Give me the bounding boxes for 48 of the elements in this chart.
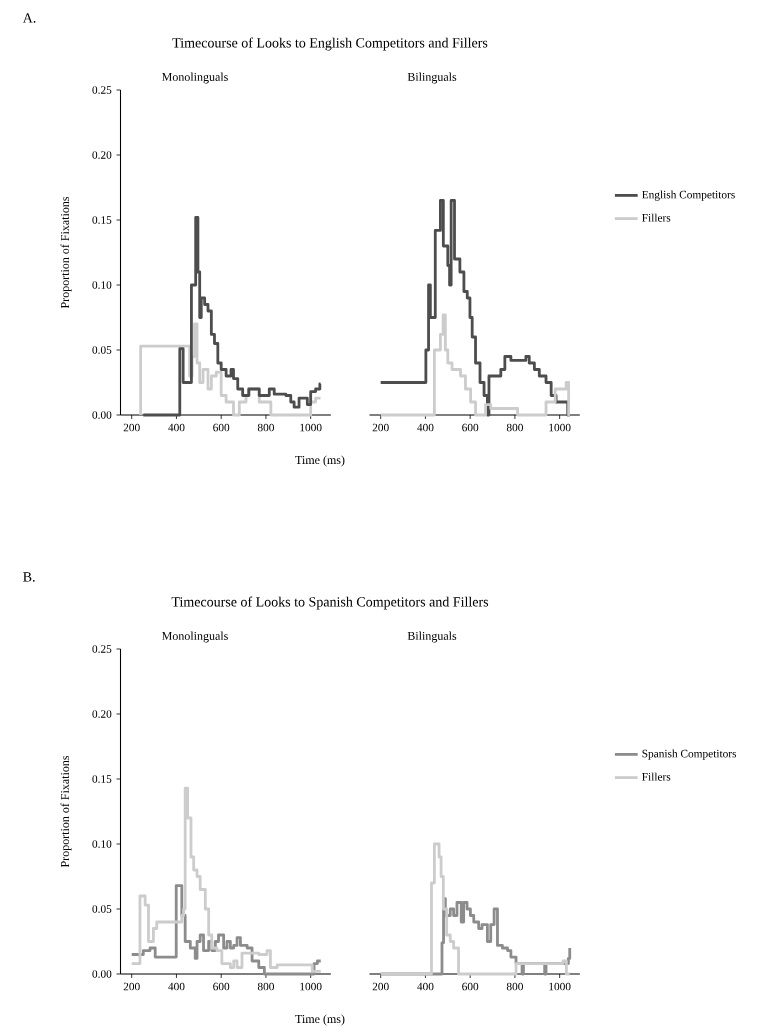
y-axis-title: Proportion of Fixations (60, 196, 72, 309)
y-tick-label: 0.00 (92, 411, 112, 419)
x-tick-label: 800 (257, 982, 274, 991)
y-tick-label: 0.25 (92, 645, 112, 653)
y-tick-label: 0.05 (92, 905, 112, 913)
chart-subtitle: Monolinguals (162, 631, 228, 643)
x-tick-label: 200 (123, 423, 140, 432)
y-tick-label: 0.15 (92, 216, 112, 224)
x-tick-label: 800 (506, 423, 523, 432)
y-tick-label: 0.15 (92, 775, 112, 783)
x-tick-label: 200 (123, 982, 140, 991)
chart-title: Timecourse of Looks to Spanish Competitors and Fillers (171, 596, 489, 610)
x-tick-label: 800 (506, 982, 523, 991)
x-tick-label: 1000 (300, 423, 322, 432)
x-tick-label: 400 (417, 982, 434, 991)
x-axis-title: Time (ms) (295, 455, 345, 467)
y-tick-label: 0.10 (92, 840, 112, 848)
legend-label: Spanish Competitors (642, 749, 737, 760)
y-tick-label: 0.10 (92, 281, 112, 289)
y-tick-label: 0.25 (92, 86, 112, 94)
x-tick-label: 200 (372, 982, 389, 991)
legend-label: Fillers (642, 772, 671, 781)
y-tick-label: 0.20 (92, 151, 112, 159)
y-tick-label: 0.05 (92, 346, 112, 354)
x-tick-label: 400 (417, 423, 434, 432)
x-tick-label: 400 (168, 982, 185, 991)
y-axis-title: Proportion of Fixations (60, 755, 72, 868)
chart-title: Timecourse of Looks to English Competitors and Fillers (172, 37, 488, 51)
x-tick-label: 600 (213, 982, 230, 991)
x-tick-label: 1000 (549, 423, 571, 432)
x-tick-label: 400 (168, 423, 185, 432)
x-tick-label: 800 (257, 423, 274, 432)
x-tick-label: 1000 (549, 982, 571, 991)
chart-subtitle: Bilinguals (407, 631, 457, 643)
x-tick-label: 600 (213, 423, 230, 432)
x-axis-title: Time (ms) (295, 1014, 345, 1026)
x-tick-label: 600 (462, 423, 479, 432)
y-tick-label: 0.00 (92, 970, 112, 978)
x-tick-label: 200 (372, 423, 389, 432)
chart-subtitle: Monolinguals (162, 72, 228, 84)
text: A. (22, 13, 36, 23)
x-tick-label: 1000 (300, 982, 322, 991)
text: B. (23, 572, 35, 582)
chart-subtitle: Bilinguals (407, 72, 457, 84)
legend-label: English Competitors (642, 190, 735, 201)
y-tick-label: 0.20 (92, 710, 112, 718)
x-tick-label: 600 (462, 982, 479, 991)
legend-label: Fillers (642, 213, 671, 222)
